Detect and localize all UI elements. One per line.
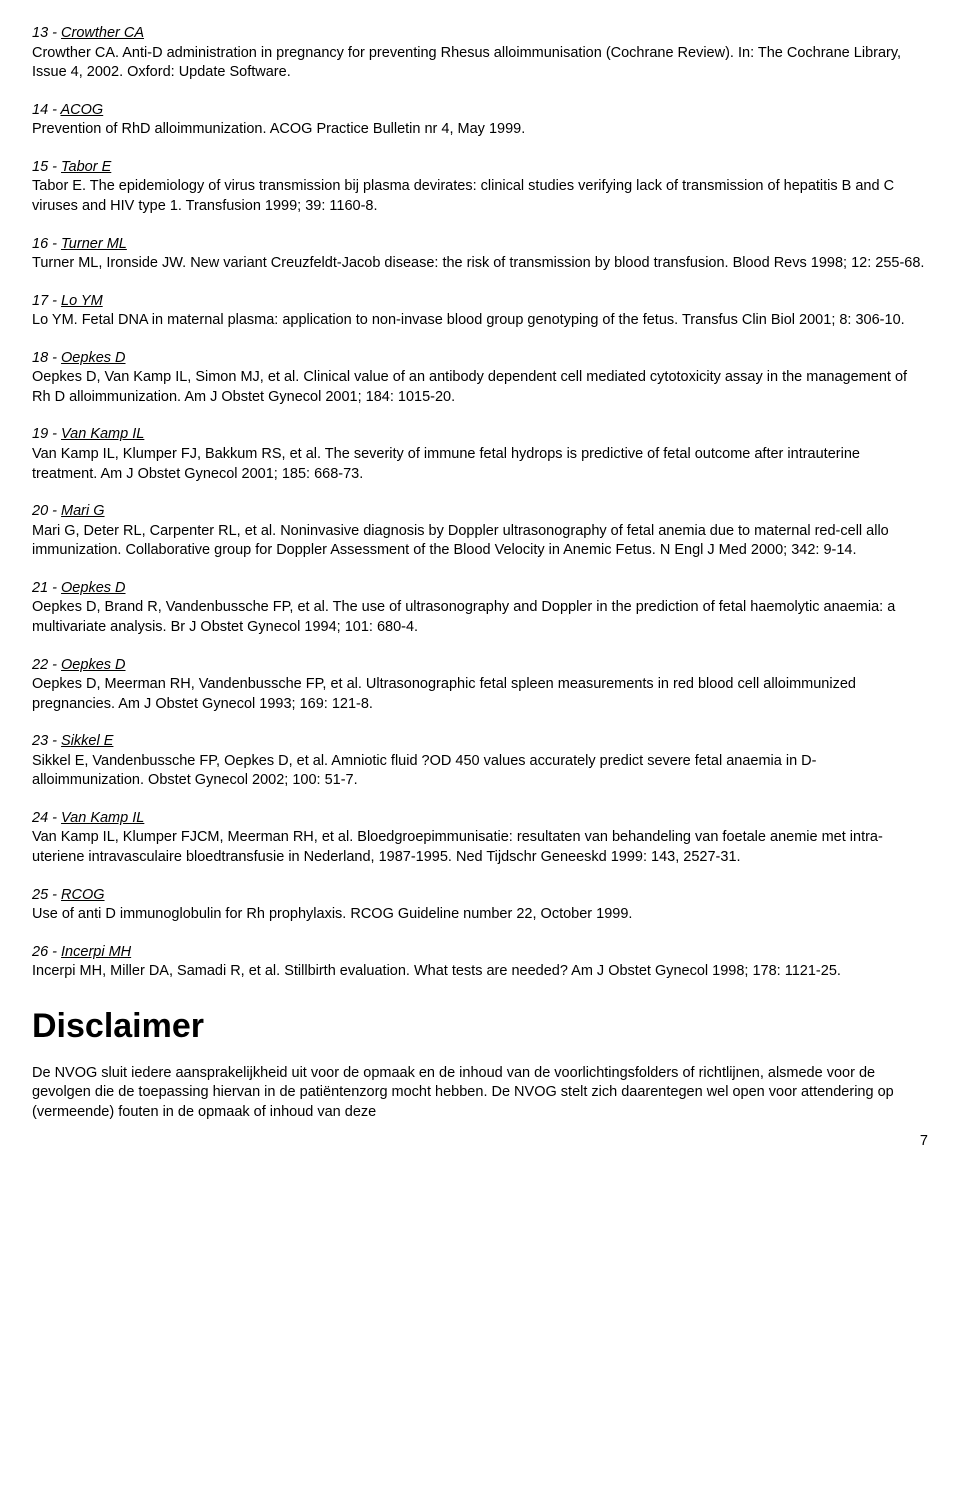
reference-number: 18: [32, 350, 48, 366]
reference-author: Tabor E: [61, 159, 111, 175]
reference-text: Van Kamp IL, Klumper FJCM, Meerman RH, e…: [32, 828, 928, 867]
reference-number: 25: [32, 887, 48, 903]
reference-item: 22 - Oepkes DOepkes D, Meerman RH, Vande…: [32, 656, 928, 715]
reference-number: 15: [32, 159, 48, 175]
reference-text: Tabor E. The epidemiology of virus trans…: [32, 177, 928, 216]
reference-author: Van Kamp IL: [61, 810, 144, 826]
reference-item: 20 - Mari GMari G, Deter RL, Carpenter R…: [32, 502, 928, 561]
reference-author: RCOG: [61, 887, 105, 903]
reference-header: 13 - Crowther CA: [32, 24, 928, 44]
disclaimer-text: De NVOG sluit iedere aansprakelijkheid u…: [32, 1064, 928, 1123]
disclaimer-heading: Disclaimer: [32, 1004, 928, 1050]
reference-item: 19 - Van Kamp ILVan Kamp IL, Klumper FJ,…: [32, 425, 928, 484]
reference-number: 19: [32, 426, 48, 442]
reference-item: 21 - Oepkes DOepkes D, Brand R, Vandenbu…: [32, 579, 928, 638]
reference-header: 17 - Lo YM: [32, 292, 928, 312]
reference-header: 14 - ACOG: [32, 101, 928, 121]
reference-header: 20 - Mari G: [32, 502, 928, 522]
reference-author: Oepkes D: [61, 657, 125, 673]
reference-item: 14 - ACOGPrevention of RhD alloimmunizat…: [32, 101, 928, 140]
reference-number: 17: [32, 293, 48, 309]
reference-item: 23 - Sikkel ESikkel E, Vandenbussche FP,…: [32, 732, 928, 791]
reference-header: 15 - Tabor E: [32, 158, 928, 178]
reference-number: 21: [32, 580, 48, 596]
reference-author: Oepkes D: [61, 350, 125, 366]
reference-author: Van Kamp IL: [61, 426, 144, 442]
reference-text: Lo YM. Fetal DNA in maternal plasma: app…: [32, 311, 928, 331]
reference-number: 13: [32, 25, 48, 41]
reference-author: ACOG: [61, 102, 104, 118]
reference-number: 23: [32, 733, 48, 749]
reference-text: Crowther CA. Anti-D administration in pr…: [32, 44, 928, 83]
reference-item: 26 - Incerpi MHIncerpi MH, Miller DA, Sa…: [32, 943, 928, 982]
reference-header: 19 - Van Kamp IL: [32, 425, 928, 445]
reference-number: 16: [32, 236, 48, 252]
reference-text: Sikkel E, Vandenbussche FP, Oepkes D, et…: [32, 752, 928, 791]
reference-item: 16 - Turner MLTurner ML, Ironside JW. Ne…: [32, 235, 928, 274]
reference-header: 24 - Van Kamp IL: [32, 809, 928, 829]
reference-number: 22: [32, 657, 48, 673]
reference-author: Incerpi MH: [61, 944, 131, 960]
reference-header: 26 - Incerpi MH: [32, 943, 928, 963]
reference-header: 16 - Turner ML: [32, 235, 928, 255]
reference-author: Oepkes D: [61, 580, 125, 596]
reference-header: 18 - Oepkes D: [32, 349, 928, 369]
reference-item: 24 - Van Kamp ILVan Kamp IL, Klumper FJC…: [32, 809, 928, 868]
reference-text: Prevention of RhD alloimmunization. ACOG…: [32, 120, 928, 140]
reference-text: Oepkes D, Brand R, Vandenbussche FP, et …: [32, 598, 928, 637]
reference-number: 26: [32, 944, 48, 960]
reference-item: 17 - Lo YMLo YM. Fetal DNA in maternal p…: [32, 292, 928, 331]
reference-text: Oepkes D, Meerman RH, Vandenbussche FP, …: [32, 675, 928, 714]
reference-author: Turner ML: [61, 236, 127, 252]
reference-item: 13 - Crowther CACrowther CA. Anti-D admi…: [32, 24, 928, 83]
reference-header: 25 - RCOG: [32, 886, 928, 906]
reference-text: Van Kamp IL, Klumper FJ, Bakkum RS, et a…: [32, 445, 928, 484]
reference-author: Mari G: [61, 503, 105, 519]
reference-text: Oepkes D, Van Kamp IL, Simon MJ, et al. …: [32, 368, 928, 407]
reference-author: Crowther CA: [61, 25, 144, 41]
reference-text: Turner ML, Ironside JW. New variant Creu…: [32, 254, 928, 274]
reference-number: 24: [32, 810, 48, 826]
reference-header: 21 - Oepkes D: [32, 579, 928, 599]
reference-header: 22 - Oepkes D: [32, 656, 928, 676]
reference-number: 20: [32, 503, 48, 519]
reference-number: 14: [32, 102, 48, 118]
reference-item: 25 - RCOGUse of anti D immunoglobulin fo…: [32, 886, 928, 925]
reference-author: Sikkel E: [61, 733, 113, 749]
page-number: 7: [32, 1132, 928, 1152]
reference-item: 18 - Oepkes DOepkes D, Van Kamp IL, Simo…: [32, 349, 928, 408]
reference-text: Incerpi MH, Miller DA, Samadi R, et al. …: [32, 962, 928, 982]
reference-list: 13 - Crowther CACrowther CA. Anti-D admi…: [32, 24, 928, 982]
reference-text: Use of anti D immunoglobulin for Rh prop…: [32, 905, 928, 925]
reference-item: 15 - Tabor ETabor E. The epidemiology of…: [32, 158, 928, 217]
reference-author: Lo YM: [61, 293, 103, 309]
reference-header: 23 - Sikkel E: [32, 732, 928, 752]
reference-text: Mari G, Deter RL, Carpenter RL, et al. N…: [32, 522, 928, 561]
